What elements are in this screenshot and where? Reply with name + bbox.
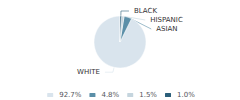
svg-text:92.7%: 92.7% — [59, 91, 82, 99]
svg-text:4.8%: 4.8% — [101, 91, 119, 99]
svg-text:1.5%: 1.5% — [139, 91, 157, 99]
svg-text:1.0%: 1.0% — [177, 91, 195, 99]
svg-text:ASIAN: ASIAN — [156, 25, 177, 33]
svg-text:HISPANIC: HISPANIC — [150, 16, 183, 24]
svg-text:WHITE: WHITE — [77, 68, 100, 76]
svg-text:BLACK: BLACK — [134, 7, 157, 15]
